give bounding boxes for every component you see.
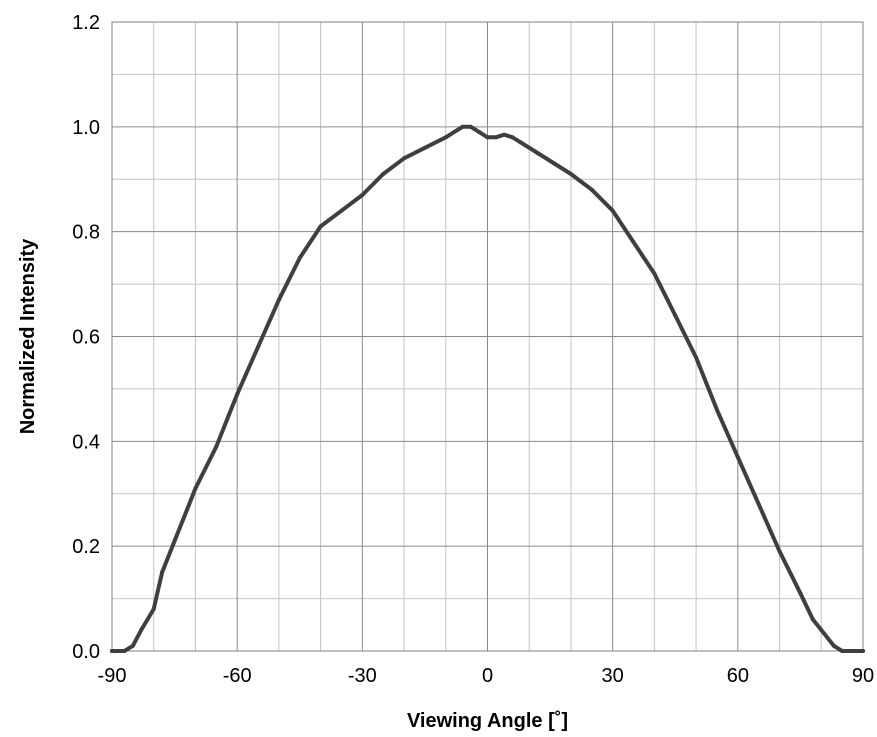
data-point xyxy=(443,135,448,140)
data-point xyxy=(589,187,594,192)
data-point xyxy=(568,172,573,177)
data-point xyxy=(756,502,761,507)
data-point xyxy=(360,192,365,197)
data-point xyxy=(402,156,407,161)
y-tick-label: 0.4 xyxy=(72,431,100,453)
series-line xyxy=(110,124,865,653)
x-tick-label: 60 xyxy=(727,665,749,687)
y-tick-labels: 0.0 0.2 0.4 0.6 0.8 1.0 1.2 xyxy=(72,12,100,663)
data-point xyxy=(831,643,836,648)
data-point xyxy=(110,649,114,653)
data-point xyxy=(160,570,165,575)
data-point xyxy=(840,649,845,653)
data-point xyxy=(477,130,482,135)
y-axis-title: Normalized Intensity xyxy=(17,238,39,434)
series-layer xyxy=(110,124,865,653)
x-tick-label: 30 xyxy=(602,665,624,687)
data-point xyxy=(122,649,127,653)
data-point xyxy=(151,607,156,612)
data-point xyxy=(276,297,281,302)
plot-area-border xyxy=(111,21,864,652)
data-point xyxy=(422,145,427,150)
data-point xyxy=(468,124,473,129)
data-point xyxy=(735,455,740,460)
data-point xyxy=(819,628,824,633)
data-point xyxy=(848,649,853,653)
data-point xyxy=(318,224,323,229)
major-gridlines xyxy=(111,21,864,652)
x-tick-labels: -90 -60 -30 0 30 60 90 xyxy=(98,665,875,687)
data-point xyxy=(610,208,615,213)
data-point xyxy=(226,413,231,418)
y-tick-label: 0.6 xyxy=(72,327,100,349)
data-point xyxy=(130,643,135,648)
data-point xyxy=(256,344,261,349)
x-axis-title: Viewing Angle [˚] xyxy=(407,709,568,732)
y-tick-label: 1.0 xyxy=(72,117,100,139)
x-tick-label: -30 xyxy=(348,665,377,687)
data-point xyxy=(485,135,490,140)
data-point xyxy=(673,313,678,318)
y-tick-label: 0.8 xyxy=(72,222,100,244)
data-point xyxy=(652,271,657,276)
data-point xyxy=(777,549,782,554)
data-point xyxy=(631,240,636,245)
data-point xyxy=(339,208,344,213)
x-tick-label: 0 xyxy=(482,665,493,687)
data-point xyxy=(185,507,190,512)
data-point xyxy=(798,591,803,596)
y-tick-label: 1.2 xyxy=(72,12,100,34)
data-point xyxy=(139,628,144,633)
data-point xyxy=(297,255,302,260)
data-point xyxy=(694,355,699,360)
x-tick-label: 90 xyxy=(852,665,874,687)
data-point xyxy=(552,161,557,166)
data-point xyxy=(502,132,507,137)
data-point xyxy=(518,140,523,145)
y-tick-label: 0.2 xyxy=(72,536,100,558)
data-point xyxy=(535,151,540,156)
data-point xyxy=(714,407,719,412)
data-point xyxy=(214,444,219,449)
data-point xyxy=(172,538,177,543)
data-point xyxy=(235,392,240,397)
data-point xyxy=(510,135,515,140)
data-point xyxy=(810,617,815,622)
data-point xyxy=(493,135,498,140)
x-tick-label: -60 xyxy=(223,665,252,687)
y-tick-label: 0.0 xyxy=(72,641,100,663)
data-point xyxy=(193,486,198,491)
data-point xyxy=(381,172,386,177)
data-point xyxy=(460,124,465,129)
x-tick-label: -90 xyxy=(98,665,127,687)
data-point xyxy=(861,649,865,653)
